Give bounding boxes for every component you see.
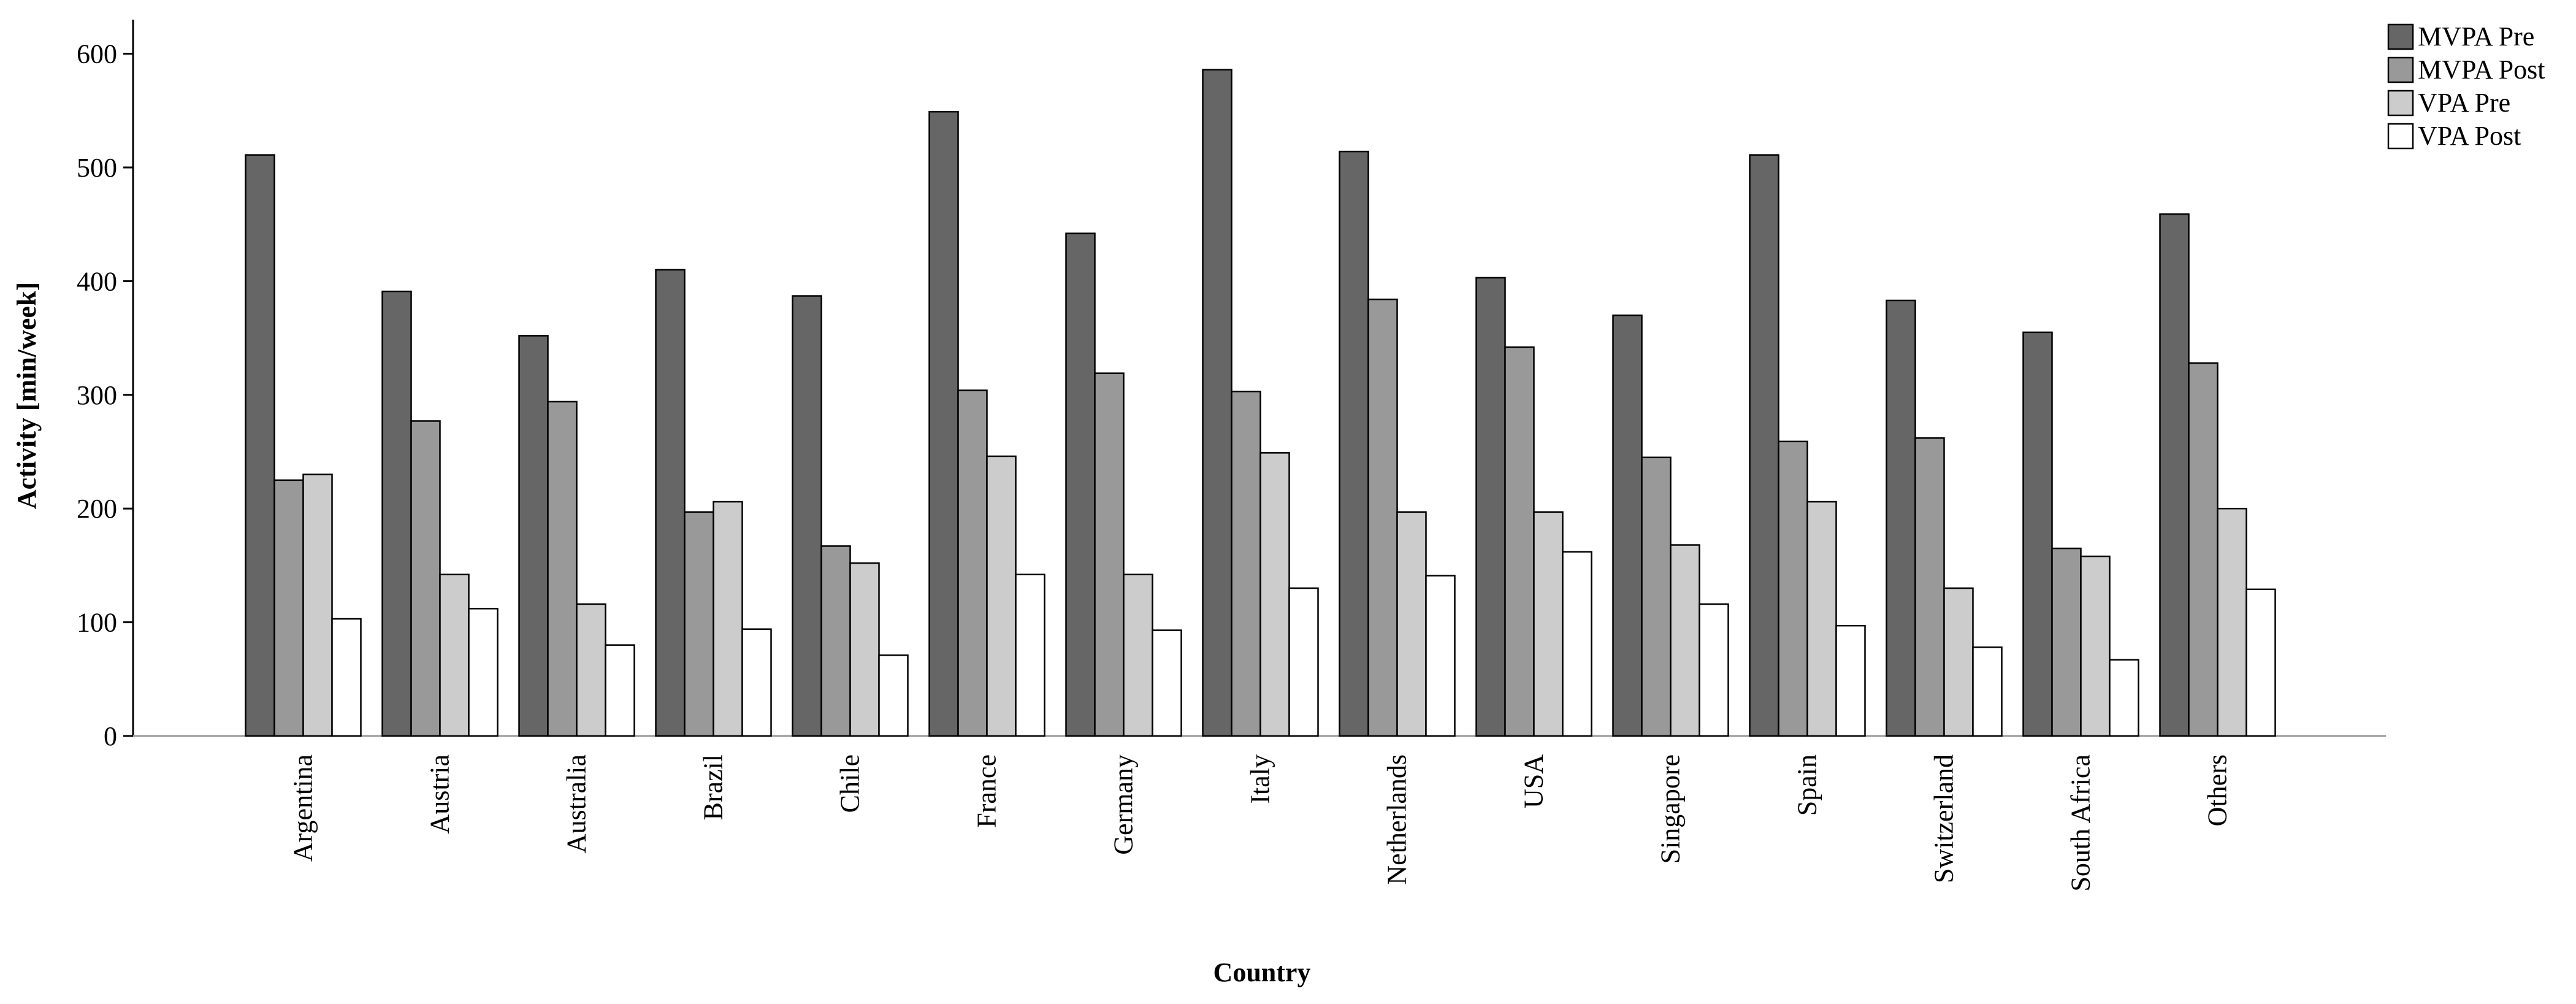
bar	[1641, 456, 1672, 737]
bar	[1065, 232, 1096, 737]
x-tick-label: Others	[2203, 754, 2233, 826]
bar	[1533, 511, 1564, 737]
bar	[547, 400, 578, 737]
bar	[1886, 299, 1916, 737]
bar	[928, 110, 959, 737]
bar	[518, 335, 549, 737]
x-tick-label: Brazil	[698, 754, 728, 821]
y-tick-label: 100	[77, 608, 117, 638]
bar	[2188, 362, 2219, 737]
bar	[1152, 629, 1182, 737]
bar	[576, 603, 606, 737]
bar	[273, 479, 304, 737]
bar	[2245, 588, 2276, 737]
legend-swatch	[2387, 123, 2414, 150]
bar	[439, 573, 470, 737]
legend-label: MVPA Pre	[2418, 21, 2534, 52]
x-tick-label: USA	[1519, 754, 1549, 808]
bar	[1231, 390, 1261, 737]
x-tick-label: France	[972, 754, 1002, 828]
bar	[684, 511, 714, 737]
bar	[1670, 544, 1700, 737]
bar	[1475, 277, 1506, 737]
bar	[1699, 603, 1729, 737]
bar	[245, 154, 275, 737]
y-tick-label: 400	[77, 266, 117, 296]
bar	[381, 290, 412, 737]
legend-label: VPA Post	[2418, 121, 2521, 151]
bar	[331, 618, 362, 737]
bar	[1749, 154, 1779, 737]
legend-swatch	[2387, 90, 2414, 117]
x-tick-label: Australia	[562, 754, 592, 853]
x-tick-label: Austria	[425, 754, 455, 834]
bar	[1972, 646, 2003, 737]
x-tick-label: Netherlands	[1382, 754, 1412, 885]
x-tick-label: Spain	[1792, 754, 1822, 816]
bar	[957, 389, 988, 737]
legend-label: MVPA Post	[2418, 55, 2545, 85]
bar	[1367, 298, 1398, 737]
x-axis-title: Country	[1213, 957, 1311, 987]
x-tick-label: Germany	[1109, 754, 1139, 855]
bar	[820, 545, 851, 737]
bar	[1015, 573, 1045, 737]
bar	[2080, 555, 2111, 737]
y-tick-label: 0	[104, 721, 117, 751]
bar	[605, 644, 635, 737]
x-tick-label: Italy	[1245, 754, 1275, 804]
bar	[1094, 372, 1125, 737]
legend-label: VPA Pre	[2418, 88, 2510, 118]
x-tick-label: Argentina	[288, 754, 318, 862]
y-axis-title: Activity [min/week]	[12, 282, 42, 509]
bar	[1396, 511, 1427, 737]
bar	[1339, 150, 1369, 737]
y-tick-label: 600	[77, 39, 117, 69]
bar	[2051, 547, 2082, 737]
bar	[1914, 437, 1945, 737]
bar	[1562, 551, 1592, 737]
x-tick-label: South Africa	[2066, 754, 2096, 892]
y-tick-label: 300	[77, 380, 117, 410]
bar	[1202, 69, 1233, 737]
legend-swatch	[2387, 56, 2414, 83]
bar	[2159, 213, 2190, 737]
bar	[410, 420, 441, 737]
bar	[1259, 452, 1290, 737]
x-tick-label: Switzerland	[1929, 754, 1959, 883]
bar	[713, 500, 743, 737]
bar	[1504, 346, 1535, 737]
bar	[1806, 500, 1837, 737]
legend-swatch	[2387, 23, 2414, 50]
y-tick-label: 200	[77, 494, 117, 524]
bar	[2022, 331, 2053, 737]
bar	[849, 562, 880, 737]
bar	[1835, 624, 1866, 737]
bar	[468, 608, 499, 737]
bar	[302, 473, 333, 737]
bar	[1288, 587, 1319, 737]
bar	[655, 269, 686, 737]
bar	[792, 295, 822, 737]
bar	[986, 455, 1017, 737]
x-tick-label: Singapore	[1656, 754, 1686, 864]
x-tick-label: Chile	[835, 754, 865, 813]
bar	[2109, 659, 2139, 737]
bar	[741, 628, 772, 737]
bar	[1612, 314, 1643, 737]
bar	[2217, 507, 2247, 737]
y-tick-label: 500	[77, 153, 117, 183]
bar	[1778, 440, 1808, 737]
bar	[1425, 575, 1456, 737]
bar	[1123, 573, 1153, 737]
bar	[1943, 587, 1974, 737]
bar	[878, 654, 909, 737]
